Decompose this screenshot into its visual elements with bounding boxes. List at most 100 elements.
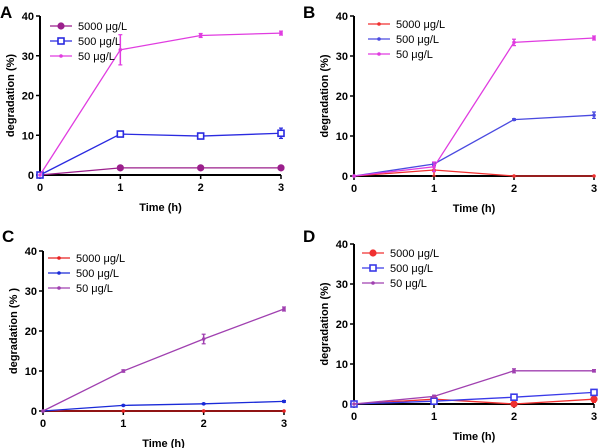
- series-line: [353, 114, 595, 177]
- data-point: [121, 369, 126, 373]
- y-tick-label: 0: [31, 406, 37, 418]
- data-point: [277, 129, 285, 138]
- data-point: [592, 36, 596, 40]
- series-0: [36, 164, 285, 179]
- x-axis-label: Time (h): [453, 203, 496, 215]
- data-point: [201, 337, 206, 341]
- x-tick-label: 3: [591, 411, 597, 423]
- data-point: [590, 395, 598, 403]
- series-1: [352, 111, 596, 178]
- legend-marker: [377, 22, 381, 26]
- x-tick-label: 1: [431, 411, 437, 423]
- legend-entry: 50 μg/L: [78, 51, 115, 63]
- series-2: [41, 306, 286, 413]
- panel-a: A 0 10 20 30 40 0 1 2 3 Time (h) degradation (%) 500…: [0, 3, 285, 214]
- data-point: [352, 402, 356, 406]
- legend-entry: 5000 μg/L: [390, 248, 439, 260]
- legend-entry: 500 μg/L: [76, 268, 119, 280]
- x-tick-label: 2: [511, 411, 517, 423]
- x-tick-label: 0: [37, 182, 43, 194]
- panel-b: B 0 10 20 30 40 0 1 2 3 Time (h) degradation (%) 500…: [303, 3, 597, 215]
- x-tick-label: 0: [40, 418, 46, 430]
- data-point: [430, 397, 438, 406]
- data-point: [592, 113, 596, 117]
- data-point: [201, 402, 206, 406]
- legend-entry: 5000 μg/L: [78, 21, 127, 33]
- data-point: [432, 165, 436, 169]
- y-tick-label: 10: [336, 359, 348, 371]
- x-tick-label: 2: [198, 182, 204, 194]
- legend-marker: [57, 256, 61, 260]
- legend-entry: 50 μg/L: [396, 49, 433, 61]
- series-2: [352, 368, 596, 406]
- data-point: [279, 31, 283, 35]
- legend-marker: [57, 22, 65, 30]
- data-point: [118, 47, 123, 52]
- y-axis-label: degradation (%): [5, 54, 17, 137]
- data-point: [282, 409, 286, 413]
- series-line: [353, 37, 595, 177]
- y-tick-label: 20: [336, 91, 348, 103]
- legend-entry: 500 μg/L: [390, 263, 433, 275]
- y-tick-label: 40: [336, 11, 348, 23]
- data-point: [116, 164, 124, 172]
- data-point: [352, 174, 356, 178]
- legend-entry: 5000 μg/L: [396, 19, 445, 31]
- data-point: [38, 173, 42, 177]
- series-1: [41, 399, 286, 413]
- data-point: [510, 400, 518, 408]
- legend-marker: [369, 249, 377, 257]
- legend-entry: 500 μg/L: [78, 36, 121, 48]
- series-line: [42, 308, 285, 412]
- x-tick-label: 1: [431, 183, 437, 195]
- series-line: [39, 167, 281, 176]
- legend-marker: [371, 281, 375, 285]
- x-axis-label: Time (h): [139, 202, 182, 214]
- data-point: [512, 117, 516, 122]
- x-tick-label: 0: [351, 411, 357, 423]
- data-point: [282, 399, 286, 404]
- series-line: [39, 132, 282, 176]
- y-tick-label: 40: [336, 239, 348, 251]
- y-tick-label: 40: [22, 11, 34, 23]
- data-point: [512, 40, 516, 45]
- data-point: [116, 130, 125, 138]
- x-tick-label: 2: [511, 183, 517, 195]
- series-1: [36, 127, 285, 179]
- y-tick-label: 20: [336, 319, 348, 331]
- data-point: [196, 132, 205, 140]
- panel-label: A: [0, 3, 12, 22]
- y-tick-label: 20: [25, 326, 37, 338]
- data-point: [121, 403, 126, 408]
- data-point: [592, 369, 596, 373]
- x-tick-label: 3: [278, 182, 284, 194]
- legend-marker: [57, 286, 61, 290]
- panel-label: B: [303, 3, 315, 22]
- legend-entry: 5000 μg/L: [76, 253, 125, 265]
- x-tick-label: 1: [117, 182, 123, 194]
- data-point: [121, 409, 126, 413]
- legend-marker: [57, 271, 61, 275]
- series-line: [353, 398, 595, 405]
- series-line: [353, 169, 594, 177]
- series-2: [352, 35, 596, 178]
- series-2: [38, 30, 283, 177]
- series-0: [350, 395, 598, 408]
- panel-label: D: [303, 227, 315, 246]
- data-point: [510, 393, 518, 402]
- y-tick-label: 30: [25, 286, 37, 298]
- y-tick-label: 0: [342, 399, 348, 411]
- legend-entry: 500 μg/L: [396, 34, 439, 46]
- y-tick-label: 10: [22, 130, 34, 142]
- legend-entry: 50 μg/L: [390, 278, 427, 290]
- y-tick-label: 30: [336, 51, 348, 63]
- y-axis-label: degradation (%): [319, 54, 331, 137]
- series-line: [39, 32, 282, 176]
- y-tick-label: 20: [22, 91, 34, 103]
- y-tick-label: 40: [25, 246, 37, 258]
- y-tick-label: 30: [336, 279, 348, 291]
- series-line: [353, 370, 594, 405]
- data-point: [197, 164, 205, 172]
- data-point: [198, 33, 203, 38]
- series-line: [353, 391, 595, 405]
